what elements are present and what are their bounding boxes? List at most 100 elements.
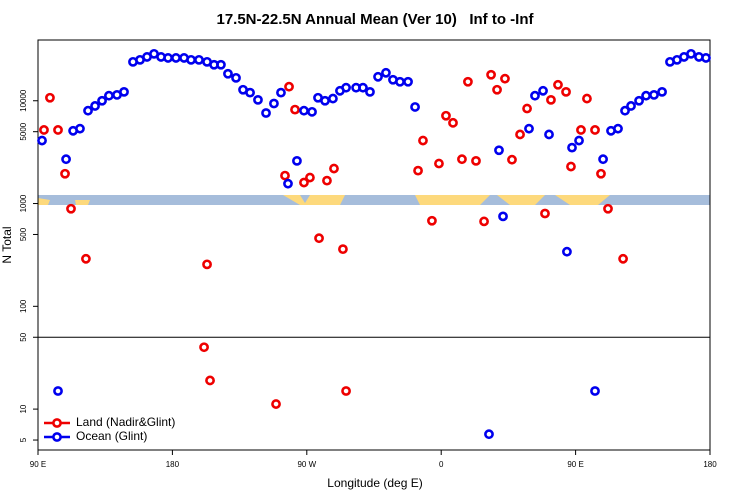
y-axis-label: N Total [0, 226, 14, 263]
x-tick-label: 180 [703, 460, 717, 469]
point [410, 102, 420, 112]
point [463, 76, 473, 87]
point [163, 53, 173, 63]
point [231, 72, 241, 83]
point [83, 105, 93, 116]
point [341, 82, 351, 93]
point [471, 155, 481, 166]
point [540, 208, 550, 219]
point [284, 81, 294, 92]
point [276, 87, 286, 98]
point [75, 123, 85, 134]
point [299, 177, 309, 188]
point [582, 93, 592, 104]
point [61, 154, 71, 165]
point [253, 94, 263, 105]
point [522, 103, 532, 114]
point [81, 253, 91, 264]
point [598, 154, 608, 165]
point [381, 67, 391, 78]
point [171, 53, 181, 63]
x-tick-label: 90 W [297, 460, 316, 469]
point [427, 215, 437, 226]
point [307, 106, 317, 117]
point [290, 104, 300, 115]
map-strip [38, 195, 710, 205]
point [365, 86, 375, 97]
legend-label: Land (Nadir&Glint) [76, 415, 175, 429]
point [498, 211, 508, 222]
point [641, 90, 651, 101]
point [314, 233, 324, 244]
point [341, 386, 351, 396]
point [223, 68, 233, 79]
point [90, 101, 100, 111]
chart-title: 17.5N-22.5N Annual Mean (Ver 10) Inf to … [216, 11, 534, 28]
point [596, 168, 606, 179]
point [186, 54, 196, 65]
point [328, 93, 338, 104]
point [590, 386, 600, 396]
point [45, 92, 55, 103]
point [283, 178, 293, 189]
x-tick-label: 90 E [567, 460, 583, 469]
point [271, 399, 281, 409]
x-tick-label: 0 [439, 460, 444, 469]
point [649, 90, 659, 100]
point [486, 69, 496, 80]
point [441, 110, 451, 121]
y-tick-label: 10 [19, 404, 28, 413]
point [657, 86, 667, 97]
point [261, 108, 271, 118]
point [53, 386, 63, 396]
point [507, 154, 517, 165]
y-tick-label: 500 [19, 227, 28, 241]
point [269, 98, 279, 109]
point [618, 253, 628, 264]
point [553, 79, 563, 90]
legend-marker [52, 432, 62, 442]
point [574, 135, 584, 146]
point [66, 203, 76, 214]
point [620, 105, 630, 116]
y-tick-label: 5000 [19, 122, 28, 140]
point [546, 94, 556, 105]
x-axis-label: Longitude (deg E) [327, 476, 422, 490]
point [216, 59, 226, 70]
point [544, 129, 554, 140]
point [202, 259, 212, 270]
point [60, 168, 70, 179]
point [373, 71, 383, 82]
point [292, 155, 302, 166]
point [494, 145, 504, 156]
point [538, 85, 548, 96]
point [119, 86, 129, 97]
point [603, 203, 613, 214]
point [500, 73, 510, 84]
point [338, 244, 348, 255]
point [395, 76, 405, 87]
point [457, 154, 467, 165]
point [418, 135, 428, 146]
point [205, 375, 215, 386]
point [479, 216, 489, 227]
y-tick-label: 5 [19, 437, 28, 442]
point [199, 342, 209, 353]
legend-label: Ocean (Glint) [76, 429, 147, 443]
point [305, 172, 315, 183]
point [104, 90, 114, 101]
y-tick-label: 1000 [19, 194, 28, 212]
point [566, 161, 576, 172]
point [484, 429, 494, 440]
point [39, 125, 49, 135]
point [245, 87, 255, 98]
point [97, 95, 107, 106]
point [358, 82, 368, 93]
point [434, 158, 444, 169]
point [299, 105, 309, 116]
point [322, 175, 332, 186]
point [320, 95, 330, 106]
point [280, 170, 290, 181]
point [590, 125, 600, 135]
legend-marker [52, 418, 62, 428]
